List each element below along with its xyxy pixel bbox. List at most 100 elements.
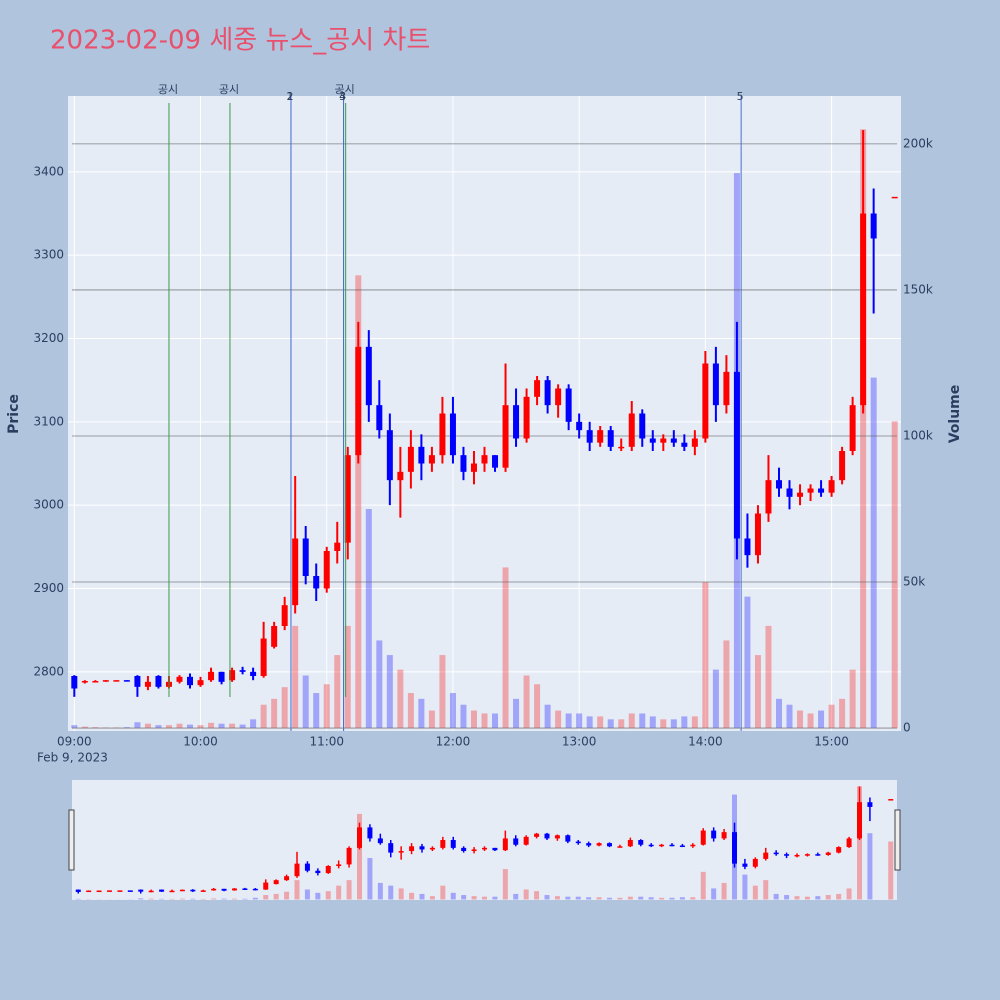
slider-volume-bar	[440, 885, 446, 900]
y2-tick-label: 50k	[903, 575, 925, 589]
slider-volume-bar	[690, 897, 696, 900]
slider-candle-body	[440, 840, 446, 848]
slider-candle-body	[815, 854, 821, 856]
slider-volume-bar	[596, 897, 602, 900]
candle-body	[239, 670, 246, 672]
slider-volume-bar	[544, 895, 550, 900]
candle-body	[754, 513, 761, 556]
slider-volume-bar	[211, 898, 217, 900]
slider-volume-bar	[398, 888, 404, 900]
candle-body	[786, 488, 793, 497]
slider-volume-bar	[502, 869, 508, 900]
volume-bar	[376, 640, 383, 729]
volume-bar	[534, 684, 541, 729]
candle-body	[281, 605, 288, 626]
volume-bar	[365, 509, 372, 729]
volume-bar	[754, 655, 761, 729]
slider-candle-body	[138, 889, 144, 892]
candle-body	[797, 492, 804, 497]
slider-candle-body	[669, 844, 675, 847]
candle-body	[849, 405, 856, 451]
slider-volume-bar	[575, 896, 581, 900]
slider-volume-bar	[648, 897, 654, 900]
slider-volume-bar	[888, 841, 894, 900]
volume-bar	[355, 275, 362, 729]
annotation-label: 3	[339, 90, 346, 103]
y2-tick-label: 0	[903, 721, 911, 735]
candle-body	[733, 371, 740, 539]
candle-body	[576, 421, 583, 431]
volume-bar	[639, 713, 646, 729]
slider-candle-body	[502, 838, 508, 851]
volume-bar	[839, 698, 846, 729]
candle-body	[344, 455, 351, 543]
slider-candle-body	[742, 863, 748, 867]
volume-bar	[681, 716, 688, 729]
volume-bar	[860, 129, 867, 729]
volume-bar	[513, 698, 520, 729]
slider-candle-body	[294, 863, 300, 877]
x-tick-label: 10:00	[183, 735, 218, 749]
volume-bar	[891, 421, 898, 729]
slider-candle-body	[304, 863, 310, 871]
y2-tick-label: 150k	[903, 282, 933, 296]
slider-volume-bar	[388, 885, 394, 900]
volume-bar	[144, 723, 151, 729]
candle-body	[449, 413, 456, 456]
slider-volume-bar	[429, 896, 435, 900]
slider-candle-body	[763, 852, 769, 859]
candle-body	[144, 681, 151, 687]
slider-candle-body	[284, 876, 290, 881]
candle-body	[439, 413, 446, 456]
slider-volume-bar	[232, 898, 237, 900]
slider-candle-body	[523, 836, 529, 845]
annotation-label: 2	[286, 90, 293, 103]
volume-bar	[155, 725, 162, 729]
candle-body	[81, 681, 88, 683]
slider-candle-body	[419, 846, 425, 850]
slider-candle-body	[242, 888, 248, 891]
x-tick-label: 12:00	[436, 735, 471, 749]
slider-candle-body	[117, 890, 123, 892]
slider-candle-body	[148, 890, 154, 893]
candle-body	[618, 446, 625, 449]
volume-bar	[313, 693, 320, 729]
slider-candle-body	[388, 843, 394, 853]
y-axis-title: Price	[6, 394, 22, 434]
volume-bar	[870, 377, 877, 729]
candle-body	[586, 430, 593, 443]
candle-body	[765, 480, 772, 514]
slider-candle-body	[554, 835, 560, 839]
candle-body	[807, 488, 814, 493]
slider-candle-body	[409, 846, 415, 852]
volume-bar	[723, 640, 730, 729]
slider-candle-body	[888, 799, 894, 801]
candle-body	[397, 471, 404, 481]
annotation-label: 공시	[158, 83, 178, 96]
slider-volume-bar	[263, 895, 269, 900]
slider-volume-bar	[565, 896, 571, 900]
y-tick-label: 3200	[33, 331, 64, 345]
slider-candle-body	[429, 847, 435, 850]
volume-bar	[250, 719, 257, 729]
slider-volume-bar	[492, 896, 498, 900]
candle-body	[155, 676, 162, 687]
slider-candle-body	[544, 833, 550, 839]
candle-body	[260, 638, 267, 676]
slider-candle-body	[565, 835, 571, 842]
volume-bar	[386, 655, 393, 729]
slider-candle-body	[450, 840, 456, 848]
volume-bar	[460, 704, 467, 729]
candle-body	[723, 371, 730, 406]
volume-bar	[786, 704, 793, 729]
slider-volume-bar	[627, 896, 633, 900]
volume-bar	[628, 713, 635, 729]
volume-bar	[344, 625, 351, 729]
candle-body	[712, 363, 719, 406]
slider-volume-bar	[367, 858, 373, 900]
slider-candle-body	[159, 889, 165, 892]
slider-candle-body	[627, 840, 633, 847]
candle-body	[407, 446, 414, 472]
slider-volume-bar	[523, 889, 529, 900]
slider-volume-bar	[586, 897, 592, 900]
